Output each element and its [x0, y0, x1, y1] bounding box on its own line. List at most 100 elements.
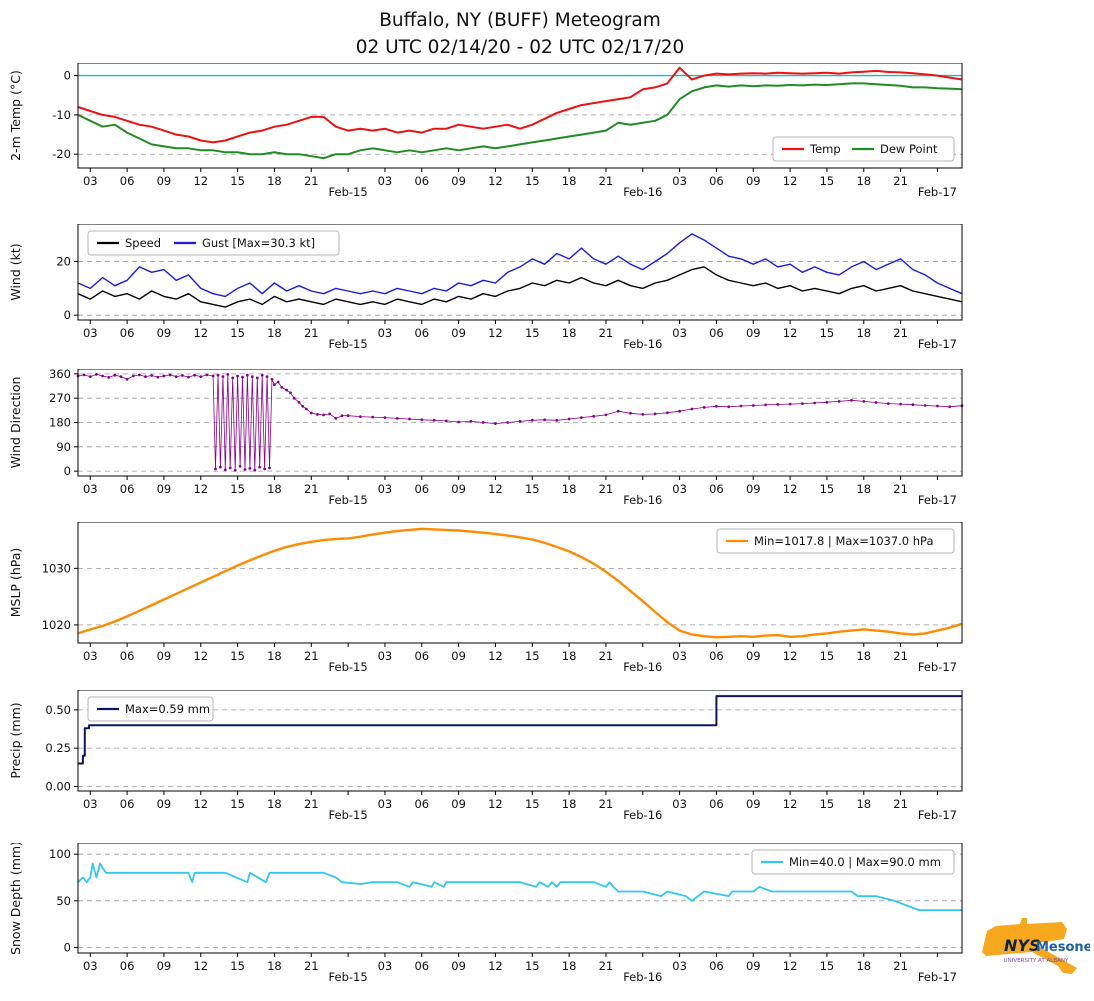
series-dew-point	[77, 82, 963, 160]
x-date-label: Feb-15	[329, 337, 368, 351]
x-hour-label: 18	[856, 649, 871, 663]
y-tick-label: 90	[56, 440, 71, 454]
panel-mslp: 1020 1030 03 06 09 12 15 18 21 Feb-15 03 06 09 12 15 18…	[0, 522, 1094, 679]
x-hour-label: 18	[562, 326, 577, 340]
series-marker	[205, 373, 209, 377]
x-hour-label: 09	[451, 482, 466, 496]
wind-chart: 0 20 03 06 09 12 15 18 21 Feb-15 03 06 09 12 15 18 21 Feb…	[8, 224, 963, 351]
x-hour-label: 21	[599, 797, 614, 811]
x-hour-label: 03	[83, 649, 98, 663]
series-marker	[518, 420, 522, 423]
x-hour-label: 21	[893, 326, 908, 340]
x-hour-label: 21	[304, 326, 319, 340]
figure-header: Buffalo, NY (BUFF) Meteogram 02 UTC 02/1…	[78, 8, 962, 62]
chart-title: Buffalo, NY (BUFF) Meteogram	[379, 10, 661, 31]
series-marker	[788, 402, 792, 406]
x-hour-label: 03	[672, 649, 687, 663]
x-hour-label: 18	[856, 482, 871, 496]
x-date-label: Feb-17	[918, 185, 957, 199]
x-hour-label: 06	[120, 959, 135, 973]
temp-legend: Temp Dew Point	[772, 136, 955, 162]
series-marker	[567, 417, 571, 421]
x-hour-label: 09	[157, 959, 172, 973]
y-tick-label: 0.25	[45, 741, 71, 755]
x-hour-label: 03	[378, 649, 393, 663]
series-marker	[457, 420, 460, 424]
y-tick-label: 0.50	[45, 703, 71, 717]
x-hour-label: 18	[562, 174, 577, 188]
series-marker	[246, 373, 249, 377]
series-marker	[216, 373, 220, 377]
x-hour-label: 21	[599, 649, 614, 663]
series-marker	[231, 376, 235, 380]
x-hour-label: 06	[120, 174, 135, 188]
series-marker	[289, 391, 292, 395]
x-hour-label: 09	[451, 326, 466, 340]
series-marker	[592, 414, 596, 418]
series-marker	[101, 374, 104, 378]
x-hour-label: 06	[414, 649, 429, 663]
x-hour-label: 03	[83, 959, 98, 973]
series-marker	[395, 417, 399, 420]
series-marker	[113, 373, 117, 377]
series-marker	[292, 396, 296, 400]
x-date-label: Feb-15	[329, 185, 368, 199]
series-marker	[301, 404, 305, 408]
x-hour-label: 18	[856, 326, 871, 340]
x-hour-label: 18	[856, 959, 871, 973]
mslp-ylabel: MSLP (hPa)	[8, 548, 23, 618]
x-hour-label: 21	[599, 326, 614, 340]
series-marker	[936, 404, 939, 408]
x-hour-label: 18	[856, 174, 871, 188]
series-marker	[309, 411, 313, 415]
x-hour-label: 09	[157, 174, 172, 188]
panel-wind: 0 20 03 06 09 12 15 18 21 Feb-15 03 06 09 12 15 18 21 Feb…	[0, 224, 1094, 356]
x-hour-label: 21	[599, 959, 614, 973]
x-date-label: Feb-15	[329, 493, 368, 507]
series-marker	[241, 375, 244, 379]
x-hour-label: 03	[672, 174, 687, 188]
series-marker	[228, 466, 232, 470]
x-hour-label: 06	[120, 326, 135, 340]
logo-tagline: UNIVERSITY AT ALBANY	[1004, 958, 1069, 964]
x-hour-label: 03	[672, 482, 687, 496]
y-tick-label: 270	[49, 391, 71, 405]
x-hour-label: 03	[83, 174, 98, 188]
winddir-ylabel: Wind Direction	[8, 377, 23, 469]
x-hour-label: 12	[193, 174, 208, 188]
x-date-label: Feb-16	[623, 493, 662, 507]
legend-label: Gust [Max=30.3 kt]	[202, 236, 315, 250]
series-marker	[119, 375, 123, 378]
x-hour-label: 12	[488, 326, 503, 340]
x-date-label: Feb-16	[623, 808, 662, 822]
legend-label: Min=40.0 | Max=90.0 mm	[789, 855, 941, 869]
series-marker	[604, 413, 608, 417]
y-tick-label: 1020	[42, 618, 71, 632]
chart-subtitle: 02 UTC 02/14/20 - 02 UTC 02/17/20	[355, 36, 685, 58]
temp-chart: 0 -10 -20 03 06 09 12 15 18 21 Feb-15 03 06 09 12 15 18 2…	[8, 63, 963, 199]
series-marker	[193, 373, 197, 377]
series-marker	[181, 374, 184, 377]
x-date-label: Feb-17	[918, 493, 957, 507]
series-temp	[77, 66, 963, 144]
series-marker	[346, 414, 350, 418]
series-marker	[316, 413, 319, 416]
series-marker	[211, 374, 215, 378]
x-hour-label: 12	[783, 326, 798, 340]
series-marker	[233, 468, 237, 472]
x-date-label: Feb-17	[918, 337, 957, 351]
series-marker	[88, 375, 92, 378]
nys-mesonet-logo: NYS Mesonet UNIVERSITY AT ALBANY	[974, 914, 1094, 982]
temp-ylabel: 2-m Temp (°C)	[8, 70, 23, 161]
x-hour-label: 12	[488, 174, 503, 188]
x-hour-label: 21	[893, 482, 908, 496]
x-hour-label: 03	[378, 797, 393, 811]
series-marker	[82, 373, 86, 377]
series-marker	[340, 414, 344, 418]
series-marker	[199, 375, 203, 378]
series-marker	[764, 403, 767, 407]
x-hour-label: 15	[525, 797, 540, 811]
x-hour-label: 18	[267, 174, 282, 188]
x-hour-label: 09	[746, 326, 761, 340]
x-date-label: Feb-16	[623, 185, 662, 199]
